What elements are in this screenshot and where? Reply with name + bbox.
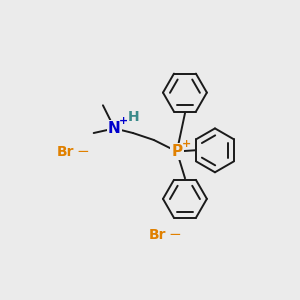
Text: −: − <box>76 144 89 159</box>
Text: −: − <box>169 227 182 242</box>
Text: +: + <box>182 139 191 149</box>
Text: Br: Br <box>149 228 166 242</box>
Text: P: P <box>171 144 182 159</box>
Text: N: N <box>108 121 121 136</box>
Text: H: H <box>128 110 139 124</box>
Text: Br: Br <box>57 145 74 158</box>
Text: +: + <box>119 116 128 126</box>
